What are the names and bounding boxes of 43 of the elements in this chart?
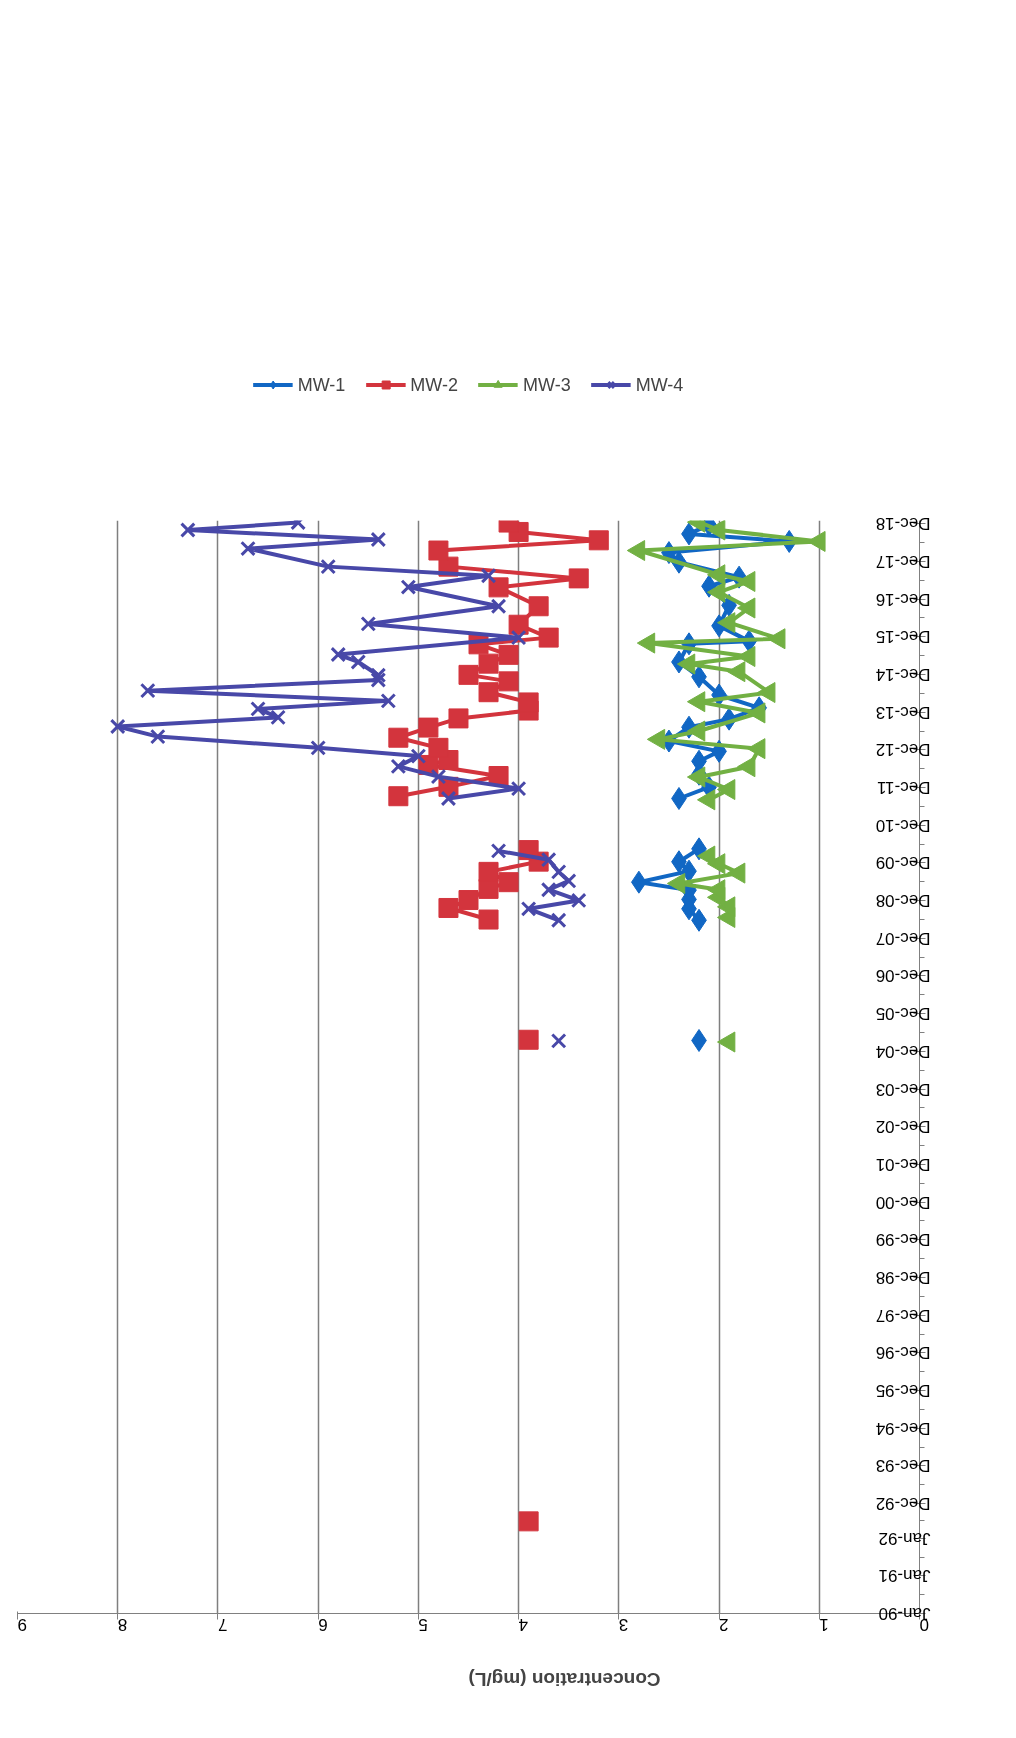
y-tick-label: Dec-93 xyxy=(875,1456,931,1476)
y-tick-label: Dec-92 xyxy=(875,1494,931,1514)
y-tick-label: Dec-09 xyxy=(875,853,931,873)
y-tick-label: Dec-98 xyxy=(875,1268,931,1288)
y-tick-label: Dec-01 xyxy=(875,1154,931,1174)
x-tick-label: 2 xyxy=(719,1614,729,1634)
y-tick-label: Dec-15 xyxy=(875,627,931,647)
y-tick-label: Dec-07 xyxy=(875,928,931,948)
y-tick-label: Dec-96 xyxy=(875,1343,931,1363)
x-tick-label: 4 xyxy=(518,1614,529,1634)
x-tick-label: 8 xyxy=(117,1614,128,1634)
legend-label: MW-4 xyxy=(635,374,684,396)
legend-label: MW-3 xyxy=(523,374,571,396)
y-tick-label: Dec-97 xyxy=(875,1305,931,1325)
y-tick-label: Dec-12 xyxy=(875,740,931,760)
y-tick-label: Dec-03 xyxy=(875,1079,931,1099)
legend-label: MW-1 xyxy=(297,374,346,396)
y-tick-label: Jan-91 xyxy=(878,1566,931,1586)
y-tick-label: Jan-92 xyxy=(878,1528,931,1548)
y-tick-label: Dec-95 xyxy=(875,1381,931,1401)
y-tick-label: Dec-99 xyxy=(875,1230,931,1250)
y-tick-label: Dec-05 xyxy=(875,1004,931,1024)
y-tick-label: Dec-14 xyxy=(875,664,931,684)
y-tick-label: Dec-16 xyxy=(875,589,931,609)
y-tick-label: Dec-11 xyxy=(876,778,931,798)
y-tick-label: Dec-13 xyxy=(875,702,931,722)
y-tick-label: Dec-06 xyxy=(875,966,931,986)
y-tick-label: Dec-10 xyxy=(875,815,931,835)
x-tick-label: 3 xyxy=(618,1614,629,1634)
x-tick-label: 1 xyxy=(819,1614,829,1634)
y-tick-label: Dec-18 xyxy=(875,514,931,534)
x-tick-label: 5 xyxy=(418,1614,428,1634)
y-tick-label: Dec-00 xyxy=(875,1192,931,1212)
y-tick-label: Dec-17 xyxy=(875,551,931,571)
legend-label: MW-2 xyxy=(410,374,458,396)
y-tick-label: Dec-08 xyxy=(875,891,931,911)
x-tick-label: 7 xyxy=(217,1614,228,1634)
y-tick-label: Dec-04 xyxy=(875,1041,931,1061)
y-tick-label: Dec-02 xyxy=(875,1117,931,1137)
x-tick-label: 9 xyxy=(17,1614,27,1634)
x-tick-label: 6 xyxy=(318,1614,328,1634)
y-tick-label: Dec-94 xyxy=(875,1418,931,1438)
x-axis-title: Concentration (mg/L) xyxy=(468,1669,661,1690)
